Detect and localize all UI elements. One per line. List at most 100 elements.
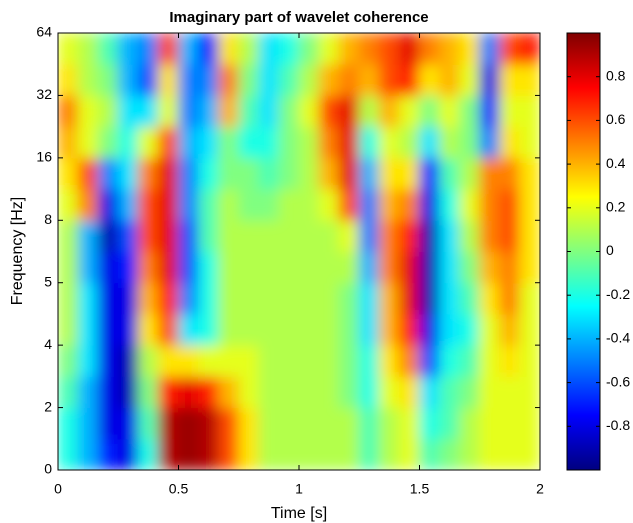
heatmap-cell [499,63,521,96]
heatmap-cell [459,282,481,315]
heatmap-cell [157,188,179,221]
heatmap-cell [58,63,79,96]
heatmap-cell [58,438,79,470]
heatmap-cell [459,219,481,252]
heatmap-cell [157,94,179,128]
heatmap-cell [97,344,119,377]
heatmap-cell [137,33,159,65]
heatmap-cell [318,188,340,221]
heatmap-cell [439,63,461,96]
heatmap-cell [218,375,240,409]
heatmap-cell [238,251,260,284]
heatmap-cell [419,313,441,346]
heatmap-cell [97,219,119,252]
heatmap-cell [278,282,300,315]
heatmap-cell [398,219,420,252]
heatmap-cell [499,157,521,190]
heatmap-cell [398,282,420,315]
heatmap-cell [439,344,461,377]
heatmap-cell [97,126,119,159]
heatmap-cell [519,313,540,346]
heatmap-cell [58,188,79,221]
heatmap-cell [439,282,461,315]
heatmap-cell [318,63,340,96]
heatmap-cell [278,33,300,65]
heatmap-cell [77,407,99,440]
heatmap-cell [238,438,260,470]
heatmap-cell [479,407,501,440]
chart-title: Imaginary part of wavelet coherence [169,9,428,26]
heatmap-cell [298,126,320,159]
heatmap-cell [178,407,200,440]
heatmap-cell [298,282,320,315]
heatmap-cell [298,407,320,440]
heatmap-cell [398,407,420,440]
heatmap-cell [479,188,501,221]
heatmap-cell [77,94,99,128]
heatmap-cell [358,126,380,159]
heatmap-cell [238,63,260,96]
y-tick-label: 0 [44,461,52,477]
heatmap-cell [258,407,280,440]
heatmap-cell [117,157,139,190]
heatmap-cell [519,438,540,470]
heatmap-cell [459,63,481,96]
heatmap-cell [398,94,420,128]
heatmap-cell [298,251,320,284]
heatmap-cell [178,63,200,96]
heatmap-cell [198,344,220,377]
heatmap-cell [298,63,320,96]
heatmap-cell [97,251,119,284]
heatmap-cell [439,375,461,409]
heatmap-cell [178,126,200,159]
heatmap-cell [459,157,481,190]
heatmap-cells [58,33,540,470]
heatmap-cell [58,313,79,346]
heatmap-cell [419,438,441,470]
heatmap-cell [459,188,481,221]
heatmap-cell [298,33,320,65]
heatmap-cell [198,251,220,284]
heatmap-cell [97,188,119,221]
heatmap-cell [198,438,220,470]
heatmap-cell [298,219,320,252]
heatmap-cell [137,126,159,159]
heatmap-cell [218,313,240,346]
heatmap-cell [459,251,481,284]
heatmap-cell [358,33,380,65]
heatmap-cell [298,344,320,377]
heatmap-cell [419,407,441,440]
heatmap-cell [137,375,159,409]
heatmap-cell [258,157,280,190]
heatmap-cell [358,188,380,221]
x-tick-label: 0.5 [169,481,189,497]
heatmap-cell [97,33,119,65]
heatmap-cell [378,251,400,284]
heatmap-cell [258,188,280,221]
heatmap-cell [97,407,119,440]
heatmap-cell [338,375,360,409]
heatmap-cell [117,375,139,409]
heatmap-cell [178,313,200,346]
heatmap-cell [58,126,79,159]
heatmap-cell [358,344,380,377]
heatmap-cell [198,219,220,252]
heatmap-cell [218,251,240,284]
heatmap-cell [499,188,521,221]
heatmap-cell [157,63,179,96]
heatmap-cell [137,344,159,377]
heatmap-cell [338,407,360,440]
y-tick-label: 16 [36,149,52,165]
heatmap-cell [479,63,501,96]
heatmap-cell [338,438,360,470]
heatmap-cell [298,313,320,346]
heatmap-cell [398,126,420,159]
heatmap [58,33,540,470]
heatmap-cell [439,407,461,440]
heatmap-cell [479,438,501,470]
heatmap-cell [258,33,280,65]
heatmap-cell [298,94,320,128]
heatmap-cell [439,126,461,159]
heatmap-cell [238,313,260,346]
heatmap-cell [439,219,461,252]
